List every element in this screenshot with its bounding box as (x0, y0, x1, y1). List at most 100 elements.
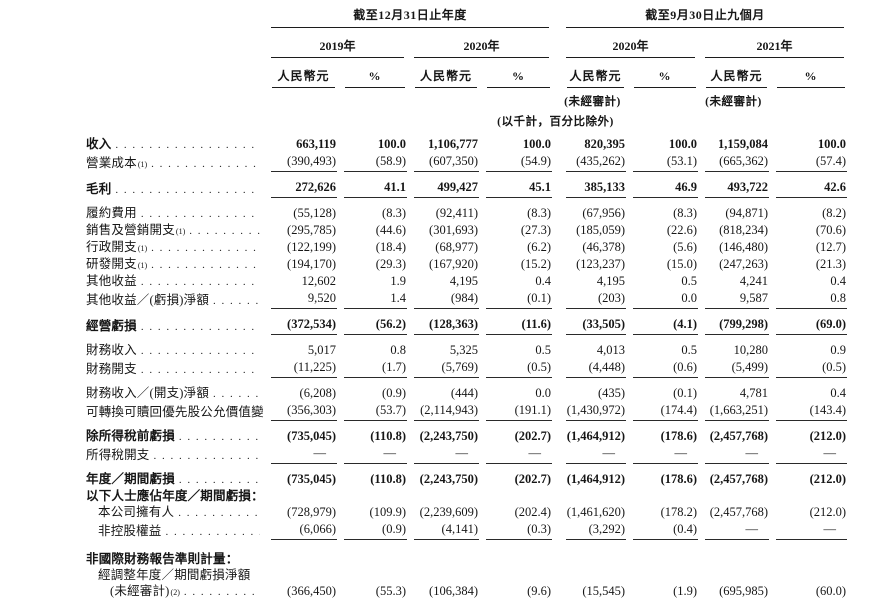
percent-header: % (769, 58, 847, 88)
cell-value: 4,241 (739, 274, 769, 288)
cell-value: (3,292) (588, 522, 626, 536)
amount-cell: (106,384) (407, 583, 479, 600)
cell-value-wrap: — (271, 445, 337, 464)
table-row: 其他收益／(虧損)淨額 9,520 1.4 (984) (0.1) (203) 0.0 9,5… (86, 290, 848, 309)
cell-value-wrap: (8.3) (344, 205, 407, 222)
cell-value-wrap: (15.2) (486, 256, 552, 273)
cell-value-wrap: 385,133 (566, 179, 627, 198)
cell-value-wrap: (6,208) (271, 385, 337, 402)
cell-value: (435,262) (576, 154, 626, 168)
dot-leader (115, 136, 260, 153)
percent-cell: 0.4 (769, 273, 847, 290)
percent-cell: 0.4 (479, 273, 552, 290)
amount-cell: (185,059) (559, 222, 626, 239)
percent-cell: (60.0) (769, 583, 847, 600)
amount-cell: (2,114,943) (407, 402, 479, 421)
percent-cell: (15.0) (626, 256, 698, 273)
cell-value: 0.4 (830, 386, 847, 400)
amount-cell: (728,979) (264, 504, 337, 521)
amount-cell: (247,263) (698, 256, 769, 273)
cell-value-wrap: (390,493) (271, 153, 337, 172)
cell-value: (21.3) (815, 257, 847, 271)
group-gap (552, 129, 559, 153)
cell-value: (122,199) (287, 240, 336, 254)
amount-cell: (1,464,912) (559, 464, 626, 488)
percent-cell: 0.5 (626, 335, 698, 359)
cell-value-wrap: — (705, 521, 770, 540)
dot-leader (141, 361, 260, 378)
percent-cell: (18.4) (337, 239, 407, 256)
row-label-cell: 其他收益 (86, 273, 264, 290)
percent-cell: 45.1 (479, 172, 553, 198)
cell-value: (4,141) (441, 522, 478, 536)
cell-value-wrap: (444) (414, 385, 479, 402)
cell-value-wrap: (9.6) (486, 583, 552, 600)
percent-cell: (57.4) (769, 153, 848, 172)
row-label-text: 經營虧損 (86, 319, 137, 333)
row-label: 履約費用 (86, 205, 264, 222)
percent-cell: (110.8) (337, 421, 407, 445)
cell-value: (202.7) (514, 429, 552, 443)
cell-value-wrap: (5.6) (633, 239, 698, 256)
group-gap (552, 172, 559, 198)
cell-value-wrap: (12.7) (776, 239, 847, 256)
cell-value: (11,225) (293, 360, 336, 374)
cell-value: (356,303) (287, 403, 336, 417)
percent-cell: (109.9) (337, 504, 407, 521)
row-label-text: 可轉換可贖回優先股公允價值變動 (86, 405, 264, 419)
amount-cell: (6,208) (264, 378, 337, 402)
cell-value: 100.0 (668, 137, 698, 151)
unaudited-note-cell: (未經審計) (698, 88, 769, 109)
amount-cell: (5,499) (698, 359, 770, 378)
amount-cell: (46,378) (559, 239, 626, 256)
cell-value-wrap: (58.9) (344, 153, 407, 172)
group-gap (552, 58, 559, 88)
percent-cell: — (337, 445, 407, 464)
cell-value: (15,545) (582, 584, 626, 598)
cell-value-wrap: (178.6) (633, 428, 698, 445)
cell-value: (444) (450, 386, 478, 400)
empty-cell (769, 88, 847, 109)
cell-value: (9.6) (527, 584, 552, 598)
cell-value-wrap: (665,362) (705, 153, 770, 172)
cell-value-wrap: 5,017 (271, 342, 337, 359)
row-label: 經營虧損 (86, 318, 264, 335)
cell-value: — (455, 446, 469, 460)
percent-cell: (0.9) (337, 521, 407, 540)
table-row: 經營虧損 (372,534) (56.2) (128,363) (11.6) (33,50… (86, 309, 848, 335)
cell-value-wrap: (57.4) (776, 153, 848, 172)
cell-value-wrap: (1.9) (633, 583, 698, 600)
cell-value: 1.4 (390, 291, 406, 305)
cell-value: (110.8) (370, 429, 406, 443)
amount-cell: (33,505) (559, 309, 627, 335)
amount-cell: — (698, 445, 770, 464)
cell-value: (4,448) (588, 360, 626, 374)
amount-cell: (1,464,912) (559, 421, 626, 445)
row-label: 其他收益 (86, 273, 264, 290)
row-label: 財務收入／(開支)淨額 (86, 385, 264, 402)
row-label-text: 銷售及營銷開支 (86, 223, 175, 237)
cell-value: (607,350) (429, 154, 478, 168)
amount-cell: 4,195 (559, 273, 626, 290)
row-label: 行政開支 (1) (86, 239, 264, 256)
cell-value: 0.0 (535, 386, 552, 400)
percent-cell: — (769, 521, 848, 540)
amount-cell: (1,663,251) (698, 402, 770, 421)
cell-value-wrap: (2,243,750) (414, 428, 479, 445)
cell-value-wrap: — (633, 445, 699, 464)
cell-value-wrap: (728,979) (271, 504, 337, 521)
cell-value: (212.0) (809, 429, 847, 443)
cell-value-wrap: 499,427 (414, 179, 479, 198)
cell-value: (0.9) (382, 522, 406, 536)
percent-cell: (12.7) (769, 239, 847, 256)
cell-value-wrap: (122,199) (271, 239, 337, 256)
amount-cell: 4,013 (559, 335, 626, 359)
cell-value-wrap: 4,241 (705, 273, 769, 290)
cell-value: 1,159,084 (718, 137, 769, 151)
percent-cell: (29.3) (337, 256, 407, 273)
cell-value-wrap: (1,430,972) (566, 402, 627, 421)
percent-cell: (53.1) (626, 153, 699, 172)
row-label: 非國際財務報告準則計量： (86, 551, 847, 567)
cell-value-wrap: 9,520 (271, 290, 337, 309)
table-row: 年度／期間虧損 (735,045) (110.8) (2,243,750) (202.7… (86, 464, 847, 488)
